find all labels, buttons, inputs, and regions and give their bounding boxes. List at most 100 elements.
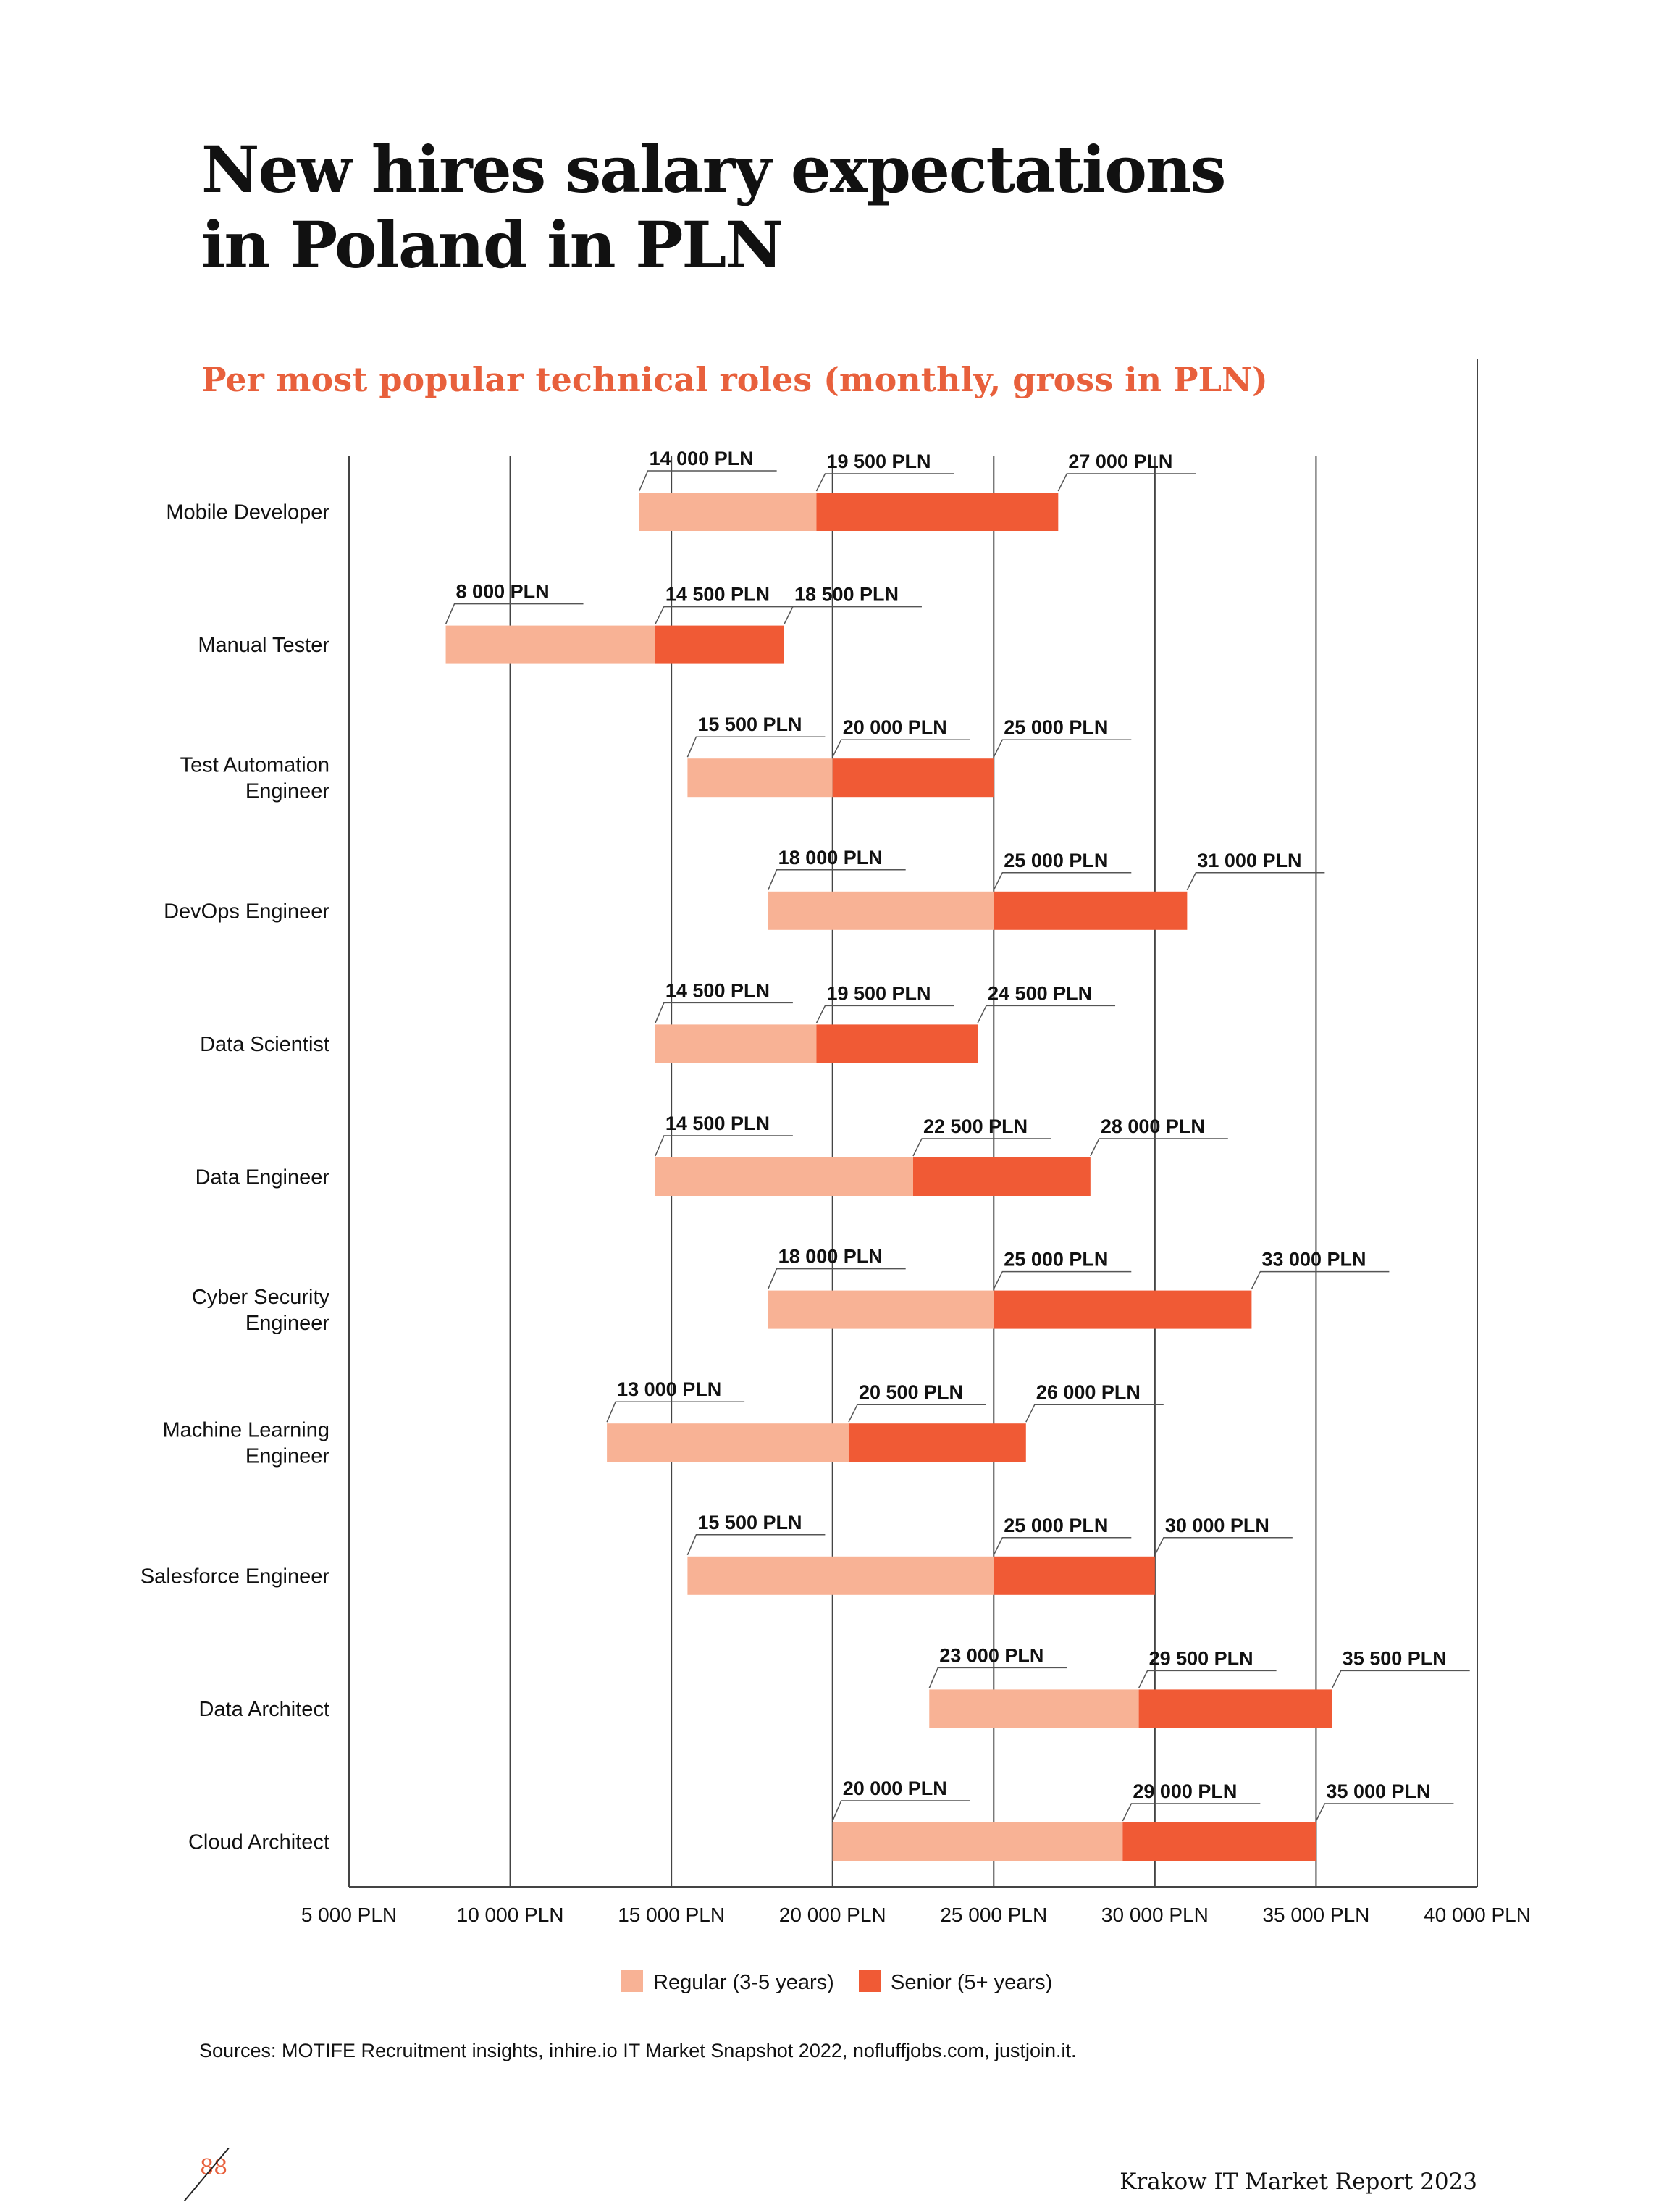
category-label: Data Scientist [200, 1033, 329, 1056]
category-label: Manual Tester [198, 634, 329, 657]
category-label: Data Engineer [196, 1166, 330, 1189]
data-label-leader [768, 1268, 906, 1289]
regular-bar [639, 493, 817, 531]
data-label: 25 000 PLN [1004, 1515, 1108, 1536]
data-label-leader [1186, 872, 1325, 891]
data-label: 18 000 PLN [778, 1246, 883, 1268]
category-label: Test Automation [180, 754, 329, 777]
data-label: 28 000 PLN [1101, 1115, 1205, 1137]
data-label: 27 000 PLN [1068, 451, 1172, 472]
regular-bar [655, 1024, 817, 1063]
x-tick-label: 10 000 PLN [457, 1904, 564, 1926]
senior-bar [994, 891, 1188, 930]
sources-note: Sources: MOTIFE Recruitment insights, in… [199, 2040, 1077, 2061]
data-label: 20 000 PLN [843, 716, 947, 738]
senior-bar [848, 1423, 1026, 1462]
data-label-leader [768, 869, 906, 891]
data-label-leader [638, 470, 777, 492]
data-label-leader [848, 1404, 986, 1423]
data-label: 19 500 PLN [826, 982, 931, 1004]
senior-bar [1122, 1822, 1316, 1861]
data-label-leader [606, 1401, 745, 1423]
legend-label-regular: Regular (3-5 years) [653, 1971, 834, 1994]
data-label-leader [445, 603, 584, 624]
data-label: 35 000 PLN [1326, 1780, 1430, 1802]
x-tick-label: 5 000 PLN [301, 1904, 397, 1926]
category-label: Cloud Architect [188, 1831, 329, 1854]
regular-bar [655, 1157, 913, 1196]
data-label: 20 500 PLN [859, 1381, 963, 1403]
data-label-leader [1251, 1270, 1390, 1289]
data-label-leader [686, 1534, 826, 1556]
data-label-leader [912, 1138, 1051, 1157]
data-label: 20 000 PLN [843, 1778, 947, 1799]
data-label-leader [815, 1005, 954, 1023]
data-label-leader [655, 1135, 793, 1157]
report-title: Krakow IT Market Report 2023 [1120, 2169, 1477, 2195]
data-label: 26 000 PLN [1036, 1381, 1141, 1403]
category-label: Cyber Security [192, 1286, 330, 1309]
data-label-leader [1154, 1537, 1293, 1556]
data-label: 33 000 PLN [1261, 1249, 1366, 1270]
data-label: 24 500 PLN [988, 982, 1092, 1004]
data-label: 25 000 PLN [1004, 1249, 1108, 1270]
chart-title: New hires salary expectations in Poland … [201, 132, 1432, 282]
x-tick-label: 15 000 PLN [618, 1904, 725, 1926]
data-label-leader [1090, 1138, 1228, 1157]
data-label: 25 000 PLN [1004, 716, 1108, 738]
data-label-leader [1315, 1803, 1454, 1822]
data-label: 19 500 PLN [826, 451, 931, 472]
senior-bar [913, 1157, 1091, 1196]
senior-bar [816, 493, 1059, 531]
chart-subtitle: Per most popular technical roles (monthl… [201, 360, 1268, 399]
x-tick-label: 35 000 PLN [1262, 1904, 1369, 1926]
category-label: Data Architect [198, 1698, 329, 1721]
x-tick-label: 40 000 PLN [1424, 1904, 1531, 1926]
data-label-leader [815, 473, 954, 492]
data-label: 35 500 PLN [1343, 1647, 1447, 1669]
senior-bar [816, 1024, 978, 1063]
senior-bar [655, 625, 784, 664]
data-label: 14 500 PLN [665, 979, 770, 1001]
data-label: 25 000 PLN [1004, 850, 1108, 871]
data-label-leader [655, 1002, 793, 1023]
senior-bar [994, 1290, 1252, 1329]
data-label: 14 500 PLN [665, 1113, 770, 1134]
data-label: 15 500 PLN [697, 713, 802, 735]
data-label-leader [977, 1005, 1116, 1023]
data-label-leader [1122, 1803, 1261, 1822]
data-label: 31 000 PLN [1197, 850, 1301, 871]
data-label: 22 500 PLN [923, 1115, 1028, 1137]
legend-label-senior: Senior (5+ years) [891, 1971, 1052, 1994]
x-tick-label: 20 000 PLN [779, 1904, 886, 1926]
data-label: 13 000 PLN [617, 1378, 721, 1400]
data-label-leader [1057, 473, 1196, 492]
data-label-leader [832, 1800, 970, 1822]
data-label-leader [993, 1537, 1132, 1556]
category-label: Engineer [245, 1312, 329, 1335]
data-label: 14 500 PLN [665, 584, 770, 606]
salary-range-chart: 5 000 PLN 10 000 PLN 15 000 PLN 20 000 PLN 2… [140, 359, 1531, 1994]
data-label: 18 000 PLN [778, 847, 883, 868]
data-label: 14 000 PLN [650, 448, 754, 469]
data-label-leader [993, 739, 1132, 758]
senior-bar [832, 758, 994, 798]
regular-bar [687, 758, 833, 798]
regular-bar [768, 1290, 994, 1329]
category-label: Engineer [245, 780, 329, 803]
data-label-leader [1332, 1670, 1470, 1688]
regular-bar [929, 1689, 1139, 1728]
regular-bar [687, 1556, 994, 1595]
legend-swatch-regular [621, 1970, 643, 1992]
regular-bar [607, 1423, 849, 1462]
regular-bar [445, 625, 655, 664]
category-label: Engineer [245, 1445, 329, 1468]
data-label-leader [1138, 1670, 1277, 1688]
data-label-leader [686, 736, 826, 758]
regular-bar [768, 891, 994, 930]
category-label: DevOps Engineer [164, 900, 329, 923]
title-line-1: New hires salary expectations [201, 132, 1226, 207]
data-label: 30 000 PLN [1165, 1515, 1269, 1536]
category-label: Machine Learning [162, 1419, 329, 1442]
data-label: 29 500 PLN [1149, 1647, 1253, 1669]
